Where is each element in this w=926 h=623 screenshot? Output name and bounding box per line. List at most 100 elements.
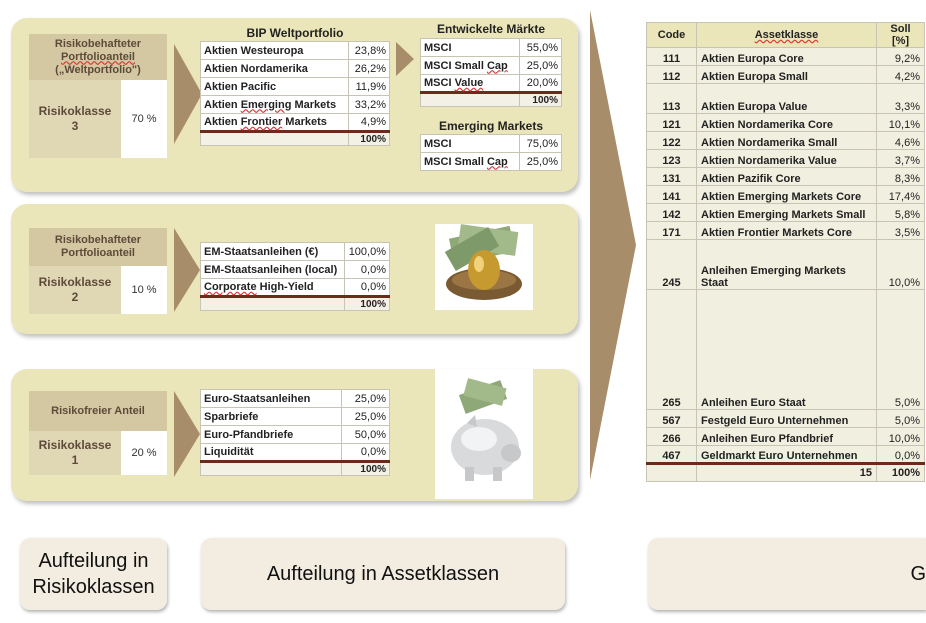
asset-code: 142 xyxy=(646,203,697,222)
emm-label: MSCI Small Cap xyxy=(419,152,521,171)
emm-value: 75,0% xyxy=(519,134,562,153)
asset-name: Geldmarkt Euro Unternehmen xyxy=(696,445,877,465)
panel2-label: EM-Staatsanleihen (local) xyxy=(200,260,345,279)
asset-soll: 10,0% xyxy=(876,239,925,290)
panel2-value: 0,0% xyxy=(343,260,391,279)
em-label: MSCI Value xyxy=(419,74,521,94)
asset-code: 266 xyxy=(646,427,697,446)
asset-row: 266 Anleihen Euro Pfandbrief 10,0% xyxy=(646,427,925,446)
panel3-row: Euro-Pfandbriefe 50,0% xyxy=(199,425,390,444)
assetklassen-label: Aufteilung in Assetklassen xyxy=(266,563,500,585)
em-label: MSCI Small Cap xyxy=(419,56,521,75)
bip-total: 100% xyxy=(348,131,390,146)
asset-row: 171 Aktien Frontier Markets Core 3,5% xyxy=(646,221,925,240)
panel2-row: EM-Staatsanleihen (€) 100,0% xyxy=(200,242,391,261)
rk3-label-text: Risikoklasse xyxy=(38,104,112,118)
panel3-total: 100% xyxy=(341,461,390,476)
panel3-value: 50,0% xyxy=(341,425,390,444)
panel2-row: EM-Staatsanleihen (local) 0,0% xyxy=(200,260,391,279)
piggy-bank-image xyxy=(435,369,533,499)
em-value: 20,0% xyxy=(519,74,562,94)
asset-row: 111 Aktien Europa Core 9,2% xyxy=(646,47,925,66)
risikoklasse-1-percent: 20 % xyxy=(131,447,157,459)
asset-name: Aktien Nordamerika Small xyxy=(696,131,877,150)
aufteilung-risikoklassen-button[interactable]: Aufteilung in Risikoklassen xyxy=(20,538,167,610)
asset-code: 113 xyxy=(646,83,697,114)
panel2-row: Corporate High-Yield 0,0% xyxy=(200,278,391,298)
risikoklasse-2-header: Risikobehafteter Portfolioanteil xyxy=(29,228,167,266)
rk3-head-line2: Portfolioanteil xyxy=(61,50,135,63)
arrow-right-small-icon xyxy=(396,42,414,76)
bip-row: Aktien Frontier Markets 4,9% xyxy=(199,113,390,133)
asset-code: 123 xyxy=(646,149,697,168)
em-row: MSCI Small Cap 25,0% xyxy=(419,56,562,75)
asset-name: Aktien Frontier Markets Core xyxy=(696,221,877,240)
risikoklasse-2-box: Risikobehafteter Portfolioanteil Risikok… xyxy=(29,228,167,314)
emm-label: MSCI xyxy=(419,134,521,153)
asset-row: 131 Aktien Pazifik Core 8,3% xyxy=(646,167,925,186)
third-step-label: G xyxy=(910,563,926,585)
emm-row: MSCI Small Cap 25,0% xyxy=(419,152,562,171)
bip-label: Aktien Emerging Markets xyxy=(199,95,350,114)
asset-row: 142 Aktien Emerging Markets Small 5,8% xyxy=(646,203,925,222)
risikoklasse-2-label: Risikoklasse 2 xyxy=(29,266,121,314)
risikoklasse-1-header: Risikofreier Anteil xyxy=(29,391,167,431)
asset-name: Aktien Emerging Markets Core xyxy=(696,185,877,204)
asset-name: Anleihen Euro Pfandbrief xyxy=(696,427,877,446)
aufteilung-assetklassen-button[interactable]: Aufteilung in Assetklassen xyxy=(201,538,565,610)
bip-value: 4,9% xyxy=(348,113,390,133)
bip-row: Aktien Nordamerika 26,2% xyxy=(199,59,390,78)
em-value: 25,0% xyxy=(519,56,562,75)
arrow-right-icon xyxy=(174,391,200,477)
asset-name: Aktien Pazifik Core xyxy=(696,167,877,186)
asset-soll: 3,3% xyxy=(876,83,925,114)
third-step-button[interactable]: G xyxy=(648,538,926,610)
panel3-value: 25,0% xyxy=(341,389,390,408)
asset-code: 245 xyxy=(646,239,697,290)
asset-row: 112 Aktien Europa Small 4,2% xyxy=(646,65,925,84)
panel2-total: 100% xyxy=(343,296,391,311)
asset-soll: 10,0% xyxy=(876,427,925,446)
asset-soll: 0,0% xyxy=(876,445,925,465)
rk3-head-line3: („Weltportfolio") xyxy=(55,63,141,76)
risikoklasse-2-percent: 10 % xyxy=(131,284,157,296)
asset-name: Aktien Europa Value xyxy=(696,83,877,114)
em-label: MSCI xyxy=(419,38,521,57)
asset-code: 141 xyxy=(646,185,697,204)
risikoklasse-3-box: Risikobehafteter Portfolioanteil („Weltp… xyxy=(29,34,167,158)
asset-name: Anleihen Euro Staat xyxy=(696,289,877,410)
bip-label: Aktien Westeuropa xyxy=(199,41,350,60)
bip-row: Aktien Westeuropa 23,8% xyxy=(199,41,390,60)
asset-row: 141 Aktien Emerging Markets Core 17,4% xyxy=(646,185,925,204)
asset-code: 467 xyxy=(646,445,697,465)
assetklassen-table: Code Assetklasse Soll [%] 111 Aktien Euro… xyxy=(646,22,925,482)
panel2-value: 0,0% xyxy=(343,278,391,298)
arrow-right-icon xyxy=(174,44,202,144)
asset-row: 245 Anleihen Emerging Markets Staat 10,0% xyxy=(646,239,925,290)
asset-soll: 17,4% xyxy=(876,185,925,204)
asset-soll: 5,0% xyxy=(876,409,925,428)
em-table: MSCI 55,0% MSCI Small Cap 25,0% MSCI Value 20… xyxy=(419,38,562,107)
bip-value: 23,8% xyxy=(348,41,390,60)
col-assetklasse-header: Assetklasse xyxy=(696,22,877,48)
asset-row: 121 Aktien Nordamerika Core 10,1% xyxy=(646,113,925,132)
panel-risikoklasse-1: Risikofreier Anteil Risikoklasse 1 20 % … xyxy=(11,369,578,501)
rk3-head-line1: Risikobehafteter xyxy=(54,37,142,50)
panel3-label: Liquidität xyxy=(199,443,343,463)
panel3-label: Euro-Staatsanleihen xyxy=(199,389,343,408)
emm-value: 25,0% xyxy=(519,152,562,171)
panel2-label: Corporate High-Yield xyxy=(200,278,345,298)
panel3-row: Liquidität 0,0% xyxy=(199,443,390,463)
panel3-row: Euro-Staatsanleihen 25,0% xyxy=(199,389,390,408)
big-arrow-right-icon xyxy=(590,10,636,480)
asset-code: 122 xyxy=(646,131,697,150)
rk2-head-line1: Risikobehafteter xyxy=(54,234,142,246)
asset-soll: 8,3% xyxy=(876,167,925,186)
asset-soll: 5,0% xyxy=(876,289,925,410)
bip-table: Aktien Westeuropa 23,8% Aktien Nordamerika… xyxy=(199,41,390,146)
risikoklasse-1-label: Risikoklasse 1 xyxy=(29,431,121,475)
risikoklasse-3-header: Risikobehafteter Portfolioanteil („Weltp… xyxy=(29,34,167,80)
rk3-label-number: 3 xyxy=(71,119,79,133)
panel-risikoklasse-2: Risikobehafteter Portfolioanteil Risikok… xyxy=(11,204,578,334)
rk1-head-line1: Risikofreier Anteil xyxy=(51,404,145,417)
